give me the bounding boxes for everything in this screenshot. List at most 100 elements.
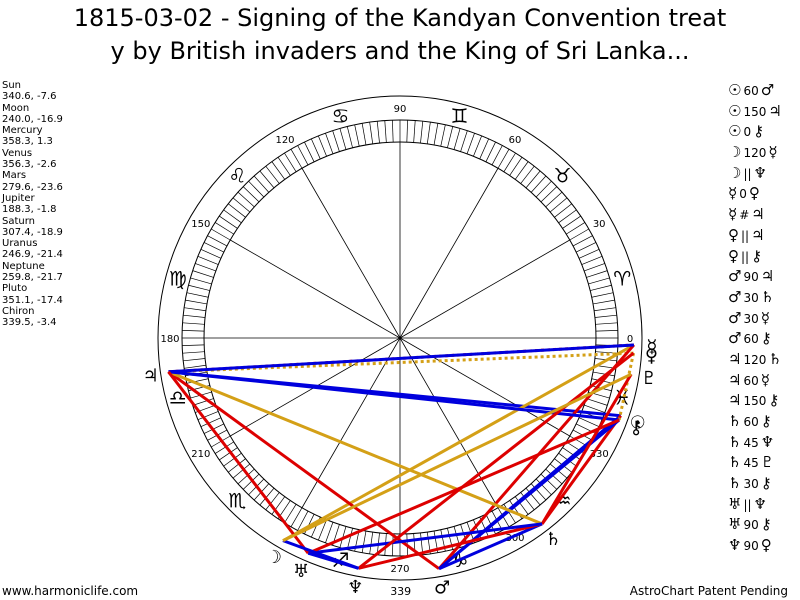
aspect-line xyxy=(168,370,620,422)
aspect-line xyxy=(282,343,635,542)
degree-tick xyxy=(182,344,205,346)
zodiac-sign-icon: ♓ xyxy=(613,386,631,410)
degree-tick xyxy=(453,128,461,150)
degree-tick xyxy=(509,157,523,176)
degree-tick xyxy=(540,186,558,203)
body-chiron-icon: ⚷ xyxy=(629,417,642,438)
aspect-planet-2-icon: ☿ xyxy=(760,308,770,327)
degree-tick xyxy=(214,222,234,235)
aspect-row: ♄ 30 ⚷ xyxy=(728,473,782,494)
aspect-planet-1-icon: ♄ xyxy=(728,474,742,493)
degree-tick xyxy=(586,270,608,278)
degree-tick xyxy=(433,123,439,146)
aspect-planet-2-icon: ⚷ xyxy=(760,515,772,534)
aspect-planet-1-icon: ☿ xyxy=(728,184,738,203)
degree-tick xyxy=(479,138,489,160)
degree-tick xyxy=(186,292,209,298)
aspect-line xyxy=(307,551,359,570)
aspect-planet-1-icon: ♆ xyxy=(728,536,742,555)
degree-tick xyxy=(346,528,353,550)
aspect-angle: 60 xyxy=(743,84,759,98)
aspect-row: ☉ 60 ♂ xyxy=(728,80,782,101)
degree-tick xyxy=(197,411,219,420)
aspect-planet-2-icon: ⚷ xyxy=(760,474,772,493)
degree-tick xyxy=(182,351,205,354)
degree-tick xyxy=(594,314,617,318)
degree-tick xyxy=(190,277,212,285)
degree-tick xyxy=(545,191,563,208)
degree-tick xyxy=(227,458,246,473)
body-venus-icon: ♀ xyxy=(645,345,658,366)
aspect-planet-2-icon: ♂ xyxy=(760,81,775,99)
aspect-planet-2-icon: ♄ xyxy=(768,349,782,368)
degree-label: 90 xyxy=(394,104,407,115)
degree-tick xyxy=(183,358,206,362)
degree-tick xyxy=(325,522,334,543)
aspect-line xyxy=(358,522,543,570)
aspect-row: ♄ 45 ♆ xyxy=(728,432,782,453)
degree-tick xyxy=(473,135,482,157)
degree-tick xyxy=(304,141,315,162)
aspect-planet-2-icon: ♆ xyxy=(753,163,767,182)
aspect-row: ♂ 90 ♃ xyxy=(728,266,782,287)
aspect-line xyxy=(282,372,632,543)
degree-tick xyxy=(503,152,516,172)
degree-tick xyxy=(223,452,242,467)
spoke-line xyxy=(399,337,570,437)
chart-title: 1815-03-02 - Signing of the Kandyan Conv… xyxy=(0,2,800,68)
degree-tick xyxy=(473,519,482,541)
degree-tick xyxy=(540,473,558,490)
aspect-angle: 0 xyxy=(739,187,747,202)
degree-label: 60 xyxy=(509,135,522,146)
degree-tick xyxy=(339,128,347,150)
spoke-line xyxy=(399,168,499,339)
aspect-angle: 90 xyxy=(743,539,759,554)
aspect-row: ♃ 120 ♄ xyxy=(728,349,782,370)
aspect-line xyxy=(438,522,543,571)
aspect-planet-2-icon: ♃ xyxy=(760,267,775,286)
degree-tick xyxy=(581,256,603,265)
aspect-planet-1-icon: ♃ xyxy=(728,370,742,389)
degree-tick xyxy=(447,126,454,148)
aspect-planet-2-icon: ☿ xyxy=(760,370,770,389)
aspect-planet-2-icon: ♀ xyxy=(760,536,772,555)
aspect-angle: || xyxy=(741,249,750,264)
degree-tick xyxy=(361,123,367,146)
degree-label: 150 xyxy=(191,219,210,230)
aspect-planet-2-icon: ♇ xyxy=(760,453,775,472)
degree-tick xyxy=(219,215,238,229)
degree-tick xyxy=(203,242,224,253)
degree-tick xyxy=(591,292,614,298)
degree-tick xyxy=(192,398,214,406)
aspect-angle: 0 xyxy=(743,125,752,140)
degree-tick xyxy=(572,235,593,247)
aspect-row: ☉ 150 ♃ xyxy=(728,101,782,122)
aspect-angle: || xyxy=(743,497,752,512)
zodiac-sign-icon: ♎ xyxy=(169,386,187,410)
aspect-angle: 45 xyxy=(743,435,759,450)
planet-name-moon: Moon xyxy=(2,102,30,114)
degree-tick xyxy=(277,157,291,176)
aspect-planet-2-icon: ♆ xyxy=(753,494,767,513)
aspect-planet-2-icon: ⚷ xyxy=(760,329,772,348)
degree-tick xyxy=(384,120,387,143)
degree-tick xyxy=(184,307,206,312)
website-link[interactable]: www.harmoniclife.com xyxy=(2,584,139,598)
degree-tick xyxy=(311,138,321,160)
title-line-2: y by British invaders and the King of Sr… xyxy=(110,37,690,65)
aspect-planet-1-icon: ♂ xyxy=(728,329,742,348)
planet-name-saturn: Saturn xyxy=(2,215,36,227)
degree-tick xyxy=(440,124,446,147)
zodiac-sign-icon: ♍ xyxy=(169,266,187,290)
degree-tick xyxy=(576,242,597,253)
aspect-planet-2-icon: ♆ xyxy=(760,432,775,451)
planet-name-uranus: Uranus xyxy=(2,238,38,250)
degree-label: 270 xyxy=(390,564,409,575)
aspect-line xyxy=(168,343,634,374)
aspect-angle: 150 xyxy=(743,394,767,409)
degree-tick xyxy=(188,284,210,291)
degree-tick xyxy=(588,277,610,285)
aspect-row: ♃ 60 ☿ xyxy=(728,370,782,391)
aspect-planet-1-icon: ♀ xyxy=(728,246,739,265)
